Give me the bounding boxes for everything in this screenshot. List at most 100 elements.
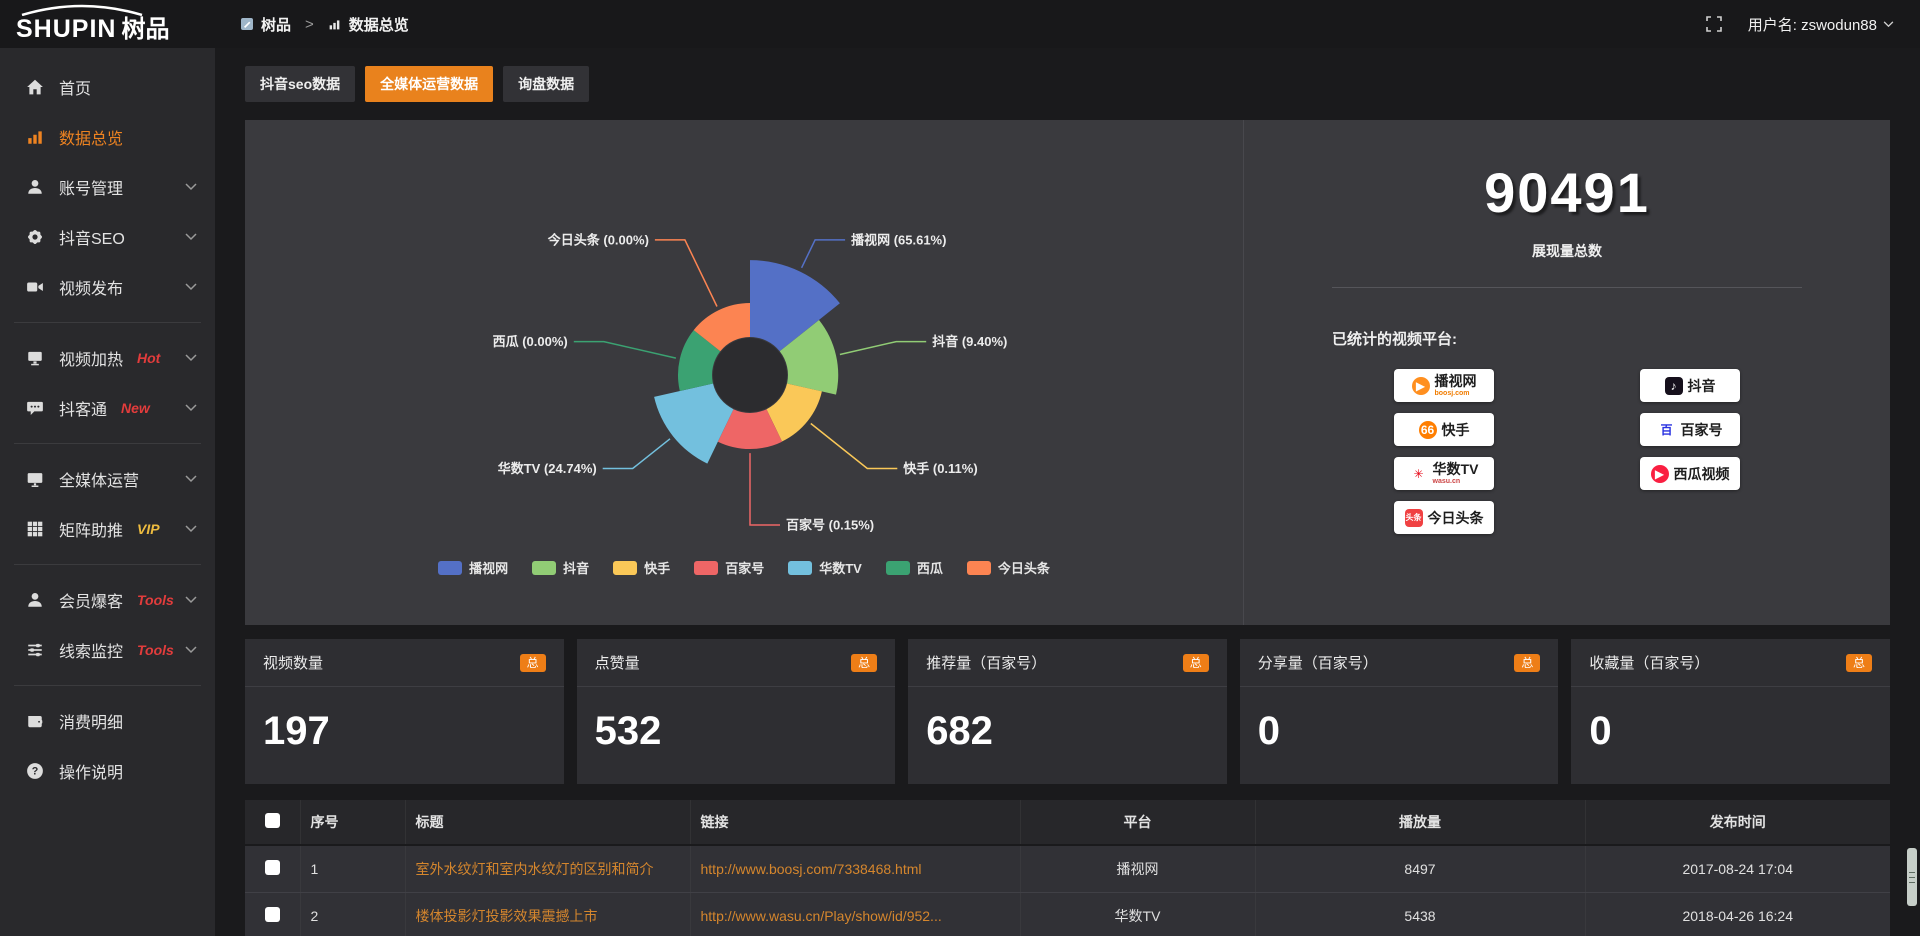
legend-swatch xyxy=(532,560,557,575)
pie-slice-快手[interactable] xyxy=(766,383,822,442)
sidebar-item-label: 视频发布 xyxy=(59,281,124,298)
sidebar-item-badge: Tools xyxy=(137,642,174,658)
total-badge: 总 xyxy=(1845,653,1872,672)
sidebar-item-10[interactable]: 线索监控 Tools xyxy=(0,625,215,675)
chevron-down-icon xyxy=(1883,20,1894,27)
pie-slice-百家号[interactable] xyxy=(717,409,783,450)
sidebar-item-1[interactable]: 数据总览 xyxy=(0,112,215,162)
西瓜视频-logo-icon: ▶ xyxy=(1650,464,1669,483)
pie-label: 西瓜 (0.00%) xyxy=(493,334,568,349)
table-header-0: 序号 xyxy=(300,800,406,846)
stat-cards: 视频数量总 197 点赞量总 532 推荐量（百家号）总 682 分享量（百家号）总 0 收藏量… xyxy=(245,639,1890,784)
快手-logo-icon: 66 xyxy=(1418,420,1437,439)
overview-panel: 播视网 (65.61%) 抖音 (9.40%) 快手 (0.11%) 百家号 (0.1… xyxy=(245,120,1890,625)
fullscreen-icon[interactable] xyxy=(1705,16,1722,32)
impressions-total: 90491 xyxy=(1484,161,1650,224)
pie-label-line xyxy=(654,239,718,307)
sidebar-item-9[interactable]: 会员爆客 Tools xyxy=(0,575,215,625)
platform-name: 今日头条 xyxy=(1427,509,1484,526)
cell-link[interactable]: http://www.wasu.cn/Play/show/id/952... xyxy=(690,892,1021,936)
legend-item-西瓜[interactable]: 西瓜 xyxy=(885,558,943,577)
brand-logo: SHUPIN 树品 xyxy=(0,0,215,48)
row-checkbox[interactable] xyxy=(264,907,280,922)
sidebar-item-7[interactable]: 全媒体运营 xyxy=(0,454,215,504)
sidebar-item-label: 会员爆客 xyxy=(59,594,124,611)
legend-swatch xyxy=(885,560,910,575)
tab-0[interactable]: 抖音seo数据 xyxy=(245,66,356,102)
menu-divider xyxy=(14,322,201,323)
sidebar-item-3[interactable]: 抖音SEO xyxy=(0,212,215,262)
sliders-icon xyxy=(26,641,44,659)
cell-link[interactable]: http://www.boosj.com/7338468.html xyxy=(690,845,1021,893)
video-icon xyxy=(26,278,44,296)
sidebar-item-2[interactable]: 账号管理 xyxy=(0,162,215,212)
grid-icon xyxy=(26,520,44,538)
breadcrumb-separator: > xyxy=(305,15,314,33)
sidebar-item-label: 操作说明 xyxy=(59,765,124,782)
chevron-down-icon xyxy=(185,646,197,654)
total-badge: 总 xyxy=(519,653,546,672)
stat-card-0: 视频数量 总 197 xyxy=(245,639,564,784)
platform-badge-今日头条: 头条 今日头条 xyxy=(1394,501,1494,534)
sidebar-item-6[interactable]: 抖客通 New xyxy=(0,383,215,433)
gear-icon xyxy=(26,228,44,246)
platform-name: 播视网 xyxy=(1434,373,1477,389)
chevron-down-icon xyxy=(185,404,197,412)
cell-platform: 华数TV xyxy=(1020,892,1256,936)
table-header-1: 标题 xyxy=(405,800,691,846)
sidebar-item-4[interactable]: 视频发布 xyxy=(0,262,215,312)
pie-slice-播视网[interactable] xyxy=(750,260,840,352)
legend-label: 快手 xyxy=(644,561,671,576)
chevron-down-icon xyxy=(185,475,197,483)
legend-item-抖音[interactable]: 抖音 xyxy=(532,558,589,577)
sidebar-item-5[interactable]: 视频加热 Hot xyxy=(0,333,215,383)
user-menu[interactable]: 用户名: zswodun88 xyxy=(1748,14,1894,35)
tab-1[interactable]: 全媒体运营数据 xyxy=(365,66,494,102)
platform-badge-快手: 66 快手 xyxy=(1394,413,1494,446)
pie-label-line xyxy=(810,422,898,470)
platform-name: 抖音 xyxy=(1687,377,1716,394)
pie-label-line xyxy=(602,438,671,470)
百家号-logo-icon: 百 xyxy=(1657,420,1676,439)
pie-slice-华数TV[interactable] xyxy=(654,383,734,464)
legend-swatch xyxy=(966,560,991,575)
pie-slice-西瓜[interactable] xyxy=(677,330,721,391)
breadcrumb-root[interactable]: 树品 xyxy=(261,16,292,34)
stat-card-head: 推荐量（百家号） 总 xyxy=(908,639,1227,687)
sidebar-item-label: 首页 xyxy=(59,81,92,98)
legend-item-播视网[interactable]: 播视网 xyxy=(438,558,508,577)
tab-2[interactable]: 询盘数据 xyxy=(503,66,590,102)
pie-slice-今日头条[interactable] xyxy=(693,303,750,352)
breadcrumb-current[interactable]: 数据总览 xyxy=(348,16,409,34)
user-icon xyxy=(26,178,44,196)
platform-badge-华数TV: ✳ 华数TV wasu.cn xyxy=(1394,457,1494,490)
legend-item-华数TV[interactable]: 华数TV xyxy=(788,558,862,577)
legend-item-快手[interactable]: 快手 xyxy=(613,558,670,577)
cell-no: 1 xyxy=(300,845,406,893)
cell-title[interactable]: 楼体投影灯投影效果震撼上市 xyxy=(405,892,691,936)
platform-badge-抖音: ♪ 抖音 xyxy=(1640,369,1740,402)
chevron-down-icon xyxy=(185,283,197,291)
row-checkbox[interactable] xyxy=(264,860,280,875)
menu-divider xyxy=(14,564,201,565)
sidebar-item-0[interactable]: 首页 xyxy=(0,62,215,112)
sidebar-item-11[interactable]: 消费明细 xyxy=(0,696,215,746)
table-row-1: 2 楼体投影灯投影效果震撼上市 http://www.wasu.cn/Play/sh… xyxy=(245,892,1890,936)
cell-title[interactable]: 室外水纹灯和室内水纹灯的区别和简介 xyxy=(405,845,691,893)
抖音-logo-icon: ♪ xyxy=(1664,376,1683,395)
breadcrumb: 树品 > 数据总览 xyxy=(241,14,409,35)
pie-slice-抖音[interactable] xyxy=(779,320,839,395)
platform-badge-百家号: 百百家号 xyxy=(1640,413,1740,446)
stat-card-value: 0 xyxy=(1589,709,1612,753)
tv-icon xyxy=(26,349,44,367)
sidebar-item-label: 账号管理 xyxy=(59,181,124,198)
sidebar-item-12[interactable]: ? 操作说明 xyxy=(0,746,215,796)
select-all-checkbox[interactable] xyxy=(264,813,280,828)
legend-item-今日头条[interactable]: 今日头条 xyxy=(966,558,1050,577)
cell-views: 8497 xyxy=(1255,845,1586,893)
scrollbar-thumb[interactable] xyxy=(1907,848,1917,906)
home-icon xyxy=(26,78,44,96)
legend-label: 华数TV xyxy=(819,561,862,576)
sidebar-item-8[interactable]: 矩阵助推 VIP xyxy=(0,504,215,554)
legend-item-百家号[interactable]: 百家号 xyxy=(694,558,764,577)
